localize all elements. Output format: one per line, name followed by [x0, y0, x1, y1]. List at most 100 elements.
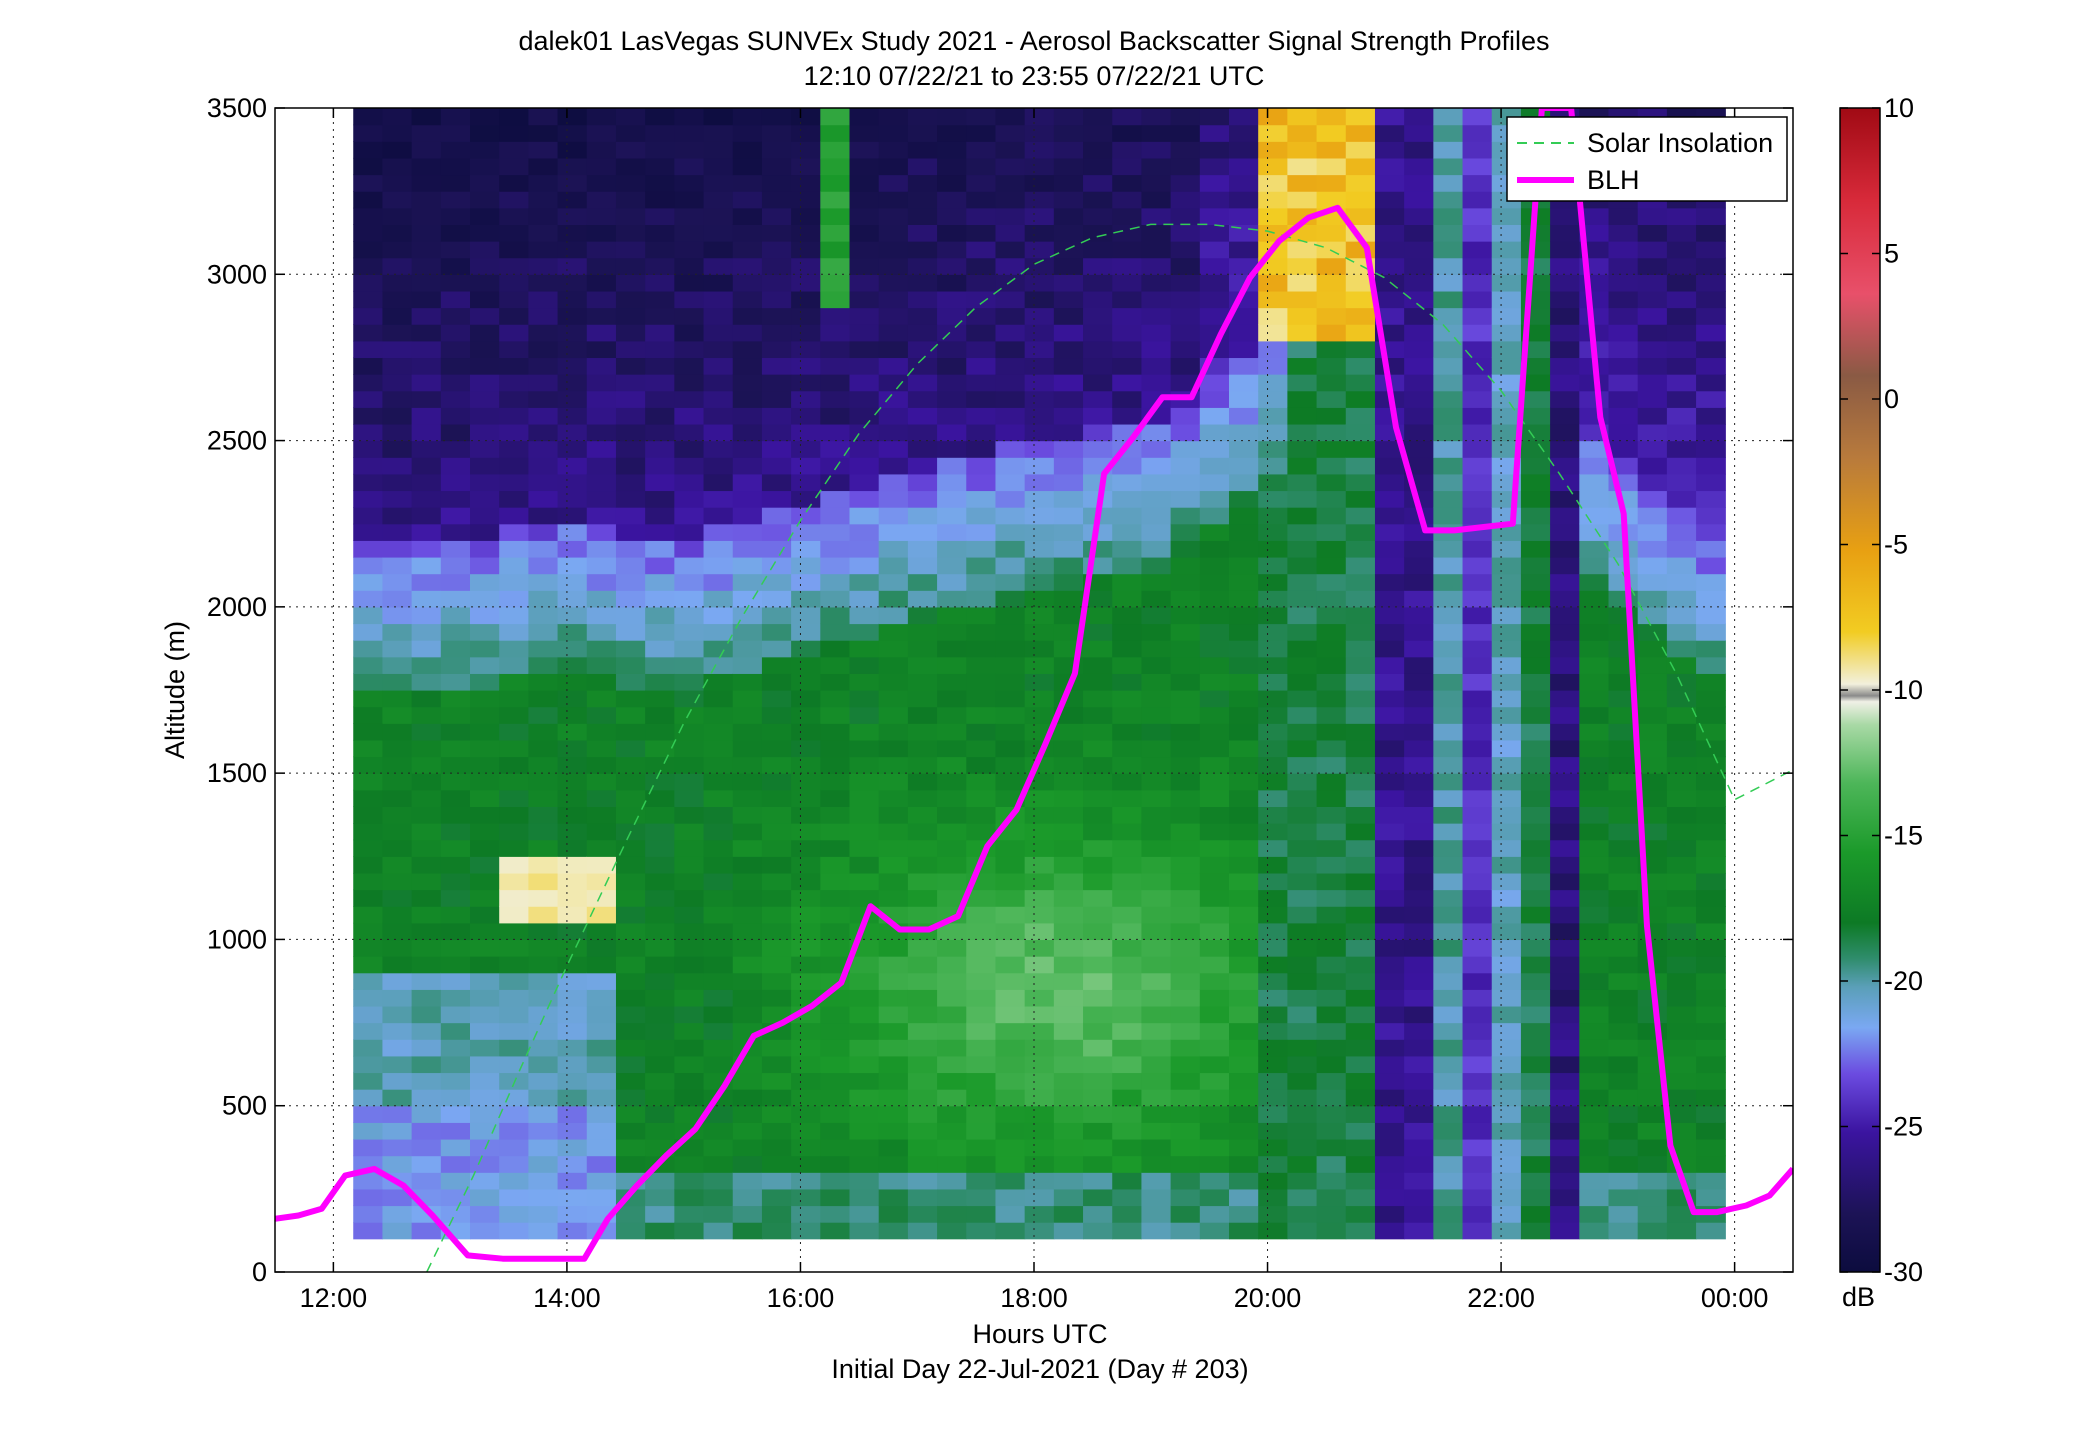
- heatmap-cell: [528, 806, 559, 824]
- heatmap-cell: [1287, 590, 1318, 608]
- heatmap-cell: [1316, 473, 1347, 492]
- heatmap-cell: [440, 1205, 471, 1223]
- heatmap-cell: [1083, 823, 1113, 841]
- heatmap-cell: [1229, 407, 1259, 425]
- heatmap-cell: [820, 274, 851, 292]
- heatmap-cell: [353, 1122, 384, 1140]
- heatmap-cell: [878, 1089, 909, 1107]
- heatmap-cell: [732, 673, 763, 691]
- heatmap-cell: [703, 1022, 734, 1040]
- heatmap-cell: [732, 606, 763, 625]
- heatmap-cell: [1199, 523, 1230, 541]
- heatmap-cell: [1199, 1055, 1230, 1074]
- heatmap-cell: [1608, 1122, 1639, 1140]
- heatmap-cell: [1462, 989, 1493, 1007]
- heatmap-cell: [1404, 108, 1434, 126]
- heatmap-cell: [937, 507, 967, 525]
- heatmap-cell: [557, 1222, 588, 1240]
- heatmap-cell: [586, 723, 617, 741]
- heatmap-cell: [791, 390, 821, 408]
- heatmap-cell: [1199, 590, 1230, 608]
- heatmap-cell: [1053, 473, 1084, 492]
- heatmap-cell: [1053, 939, 1084, 957]
- heatmap-cell: [1345, 1222, 1376, 1240]
- heatmap-cell: [411, 939, 442, 957]
- heatmap-cell: [1579, 739, 1610, 758]
- colorbar-tick-label: -20: [1884, 966, 1923, 996]
- heatmap-cell: [1696, 656, 1726, 674]
- heatmap-cell: [1083, 340, 1113, 359]
- heatmap-cell: [1170, 706, 1201, 724]
- heatmap-cell: [1083, 989, 1113, 1007]
- heatmap-cell: [849, 407, 880, 425]
- heatmap-cell: [995, 174, 1026, 192]
- heatmap-cell: [1345, 124, 1376, 142]
- heatmap-cell: [586, 972, 617, 990]
- heatmap-cell: [1404, 307, 1434, 325]
- heatmap-cell: [1433, 1022, 1464, 1040]
- heatmap-cell: [703, 673, 734, 691]
- heatmap-cell: [1433, 856, 1464, 874]
- heatmap-cell: [1258, 889, 1288, 907]
- heatmap-cell: [1579, 1005, 1610, 1024]
- heatmap-cell: [411, 1155, 442, 1173]
- heatmap-cell: [1053, 141, 1084, 159]
- heatmap-cell: [1316, 922, 1347, 941]
- heatmap-cell: [1053, 623, 1084, 641]
- heatmap-cell: [382, 157, 413, 176]
- heatmap-cell: [1287, 839, 1318, 857]
- heatmap-cell: [849, 1072, 880, 1090]
- heatmap-cell: [1491, 773, 1522, 791]
- heatmap-cell: [1433, 989, 1464, 1007]
- heatmap-cell: [353, 141, 384, 159]
- heatmap-cell: [791, 174, 821, 192]
- heatmap-cell: [907, 290, 938, 309]
- heatmap-cell: [1316, 390, 1347, 408]
- heatmap-cell: [1404, 739, 1434, 758]
- heatmap-cell: [849, 1205, 880, 1223]
- heatmap-cell: [966, 706, 997, 724]
- heatmap-cell: [878, 1072, 909, 1090]
- heatmap-cell: [937, 573, 967, 591]
- heatmap-cell: [1696, 407, 1726, 425]
- heatmap-cell: [645, 523, 675, 541]
- heatmap-cell: [1608, 207, 1639, 225]
- heatmap-cell: [1024, 507, 1055, 525]
- heatmap-cell: [966, 1205, 997, 1223]
- heatmap-cell: [849, 390, 880, 408]
- heatmap-cell: [1229, 1188, 1259, 1207]
- heatmap-cell: [615, 157, 646, 176]
- heatmap-cell: [528, 340, 559, 359]
- heatmap-cell: [1579, 989, 1610, 1007]
- heatmap-cell: [674, 606, 705, 625]
- heatmap-cell: [1345, 690, 1376, 708]
- heatmap-cell: [1696, 823, 1726, 841]
- heatmap-cell: [1462, 739, 1493, 758]
- heatmap-cell: [1491, 806, 1522, 824]
- heatmap-cell: [586, 1122, 617, 1140]
- heatmap-cell: [1229, 1022, 1259, 1040]
- heatmap-cell: [1170, 872, 1201, 891]
- heatmap-cell: [703, 108, 734, 126]
- heatmap-cell: [703, 1222, 734, 1240]
- heatmap-cell: [1550, 290, 1580, 309]
- heatmap-cell: [1112, 124, 1143, 142]
- heatmap-cell: [586, 1138, 617, 1157]
- heatmap-cell: [1053, 423, 1084, 442]
- legend: Solar Insolation BLH: [1506, 116, 1788, 202]
- heatmap-cell: [1053, 224, 1084, 242]
- heatmap-cell: [1404, 606, 1434, 625]
- heatmap-cell: [440, 922, 471, 941]
- heatmap-cell: [791, 1072, 821, 1090]
- heatmap-cell: [1083, 1155, 1113, 1173]
- heatmap-cell: [1170, 856, 1201, 874]
- heatmap-cell: [703, 257, 734, 275]
- heatmap-cell: [1491, 1089, 1522, 1107]
- heatmap-cell: [1170, 789, 1201, 807]
- heatmap-cell: [1433, 473, 1464, 492]
- heatmap-cell: [1141, 241, 1172, 259]
- heatmap-cell: [937, 108, 967, 126]
- heatmap-cell: [1199, 1022, 1230, 1040]
- heatmap-cell: [470, 457, 500, 475]
- heatmap-cell: [732, 1089, 763, 1107]
